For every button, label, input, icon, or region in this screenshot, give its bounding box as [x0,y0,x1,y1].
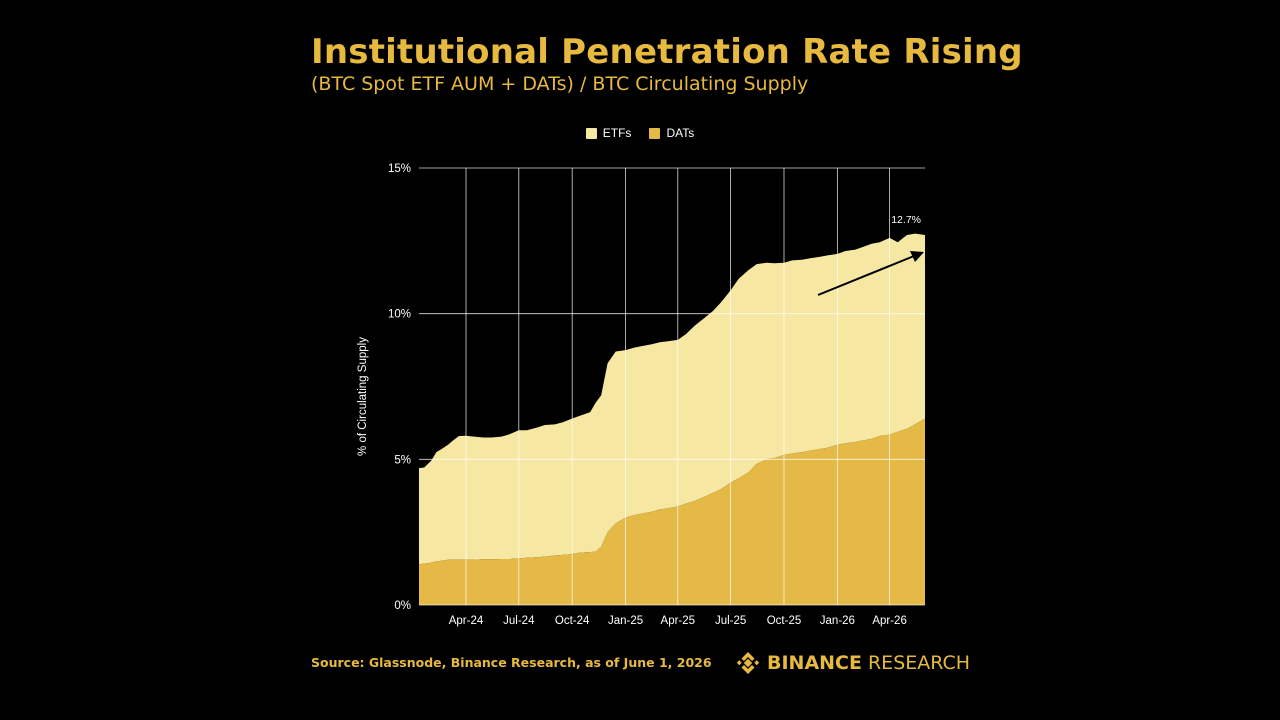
legend-swatch-etfs [585,127,597,139]
y-tick-label: 5% [394,454,411,466]
legend: ETFs DATs [0,126,1280,140]
x-tick-label: Oct-24 [555,615,590,627]
x-tick-label: Apr-24 [449,615,484,627]
x-tick-label: Jul-24 [503,615,535,627]
legend-label-etfs: ETFs [602,126,632,140]
dat-area [419,418,925,605]
legend-swatch-dats [649,127,661,139]
y-tick-label: 15% [388,163,411,175]
legend-label-dats: DATs [666,126,695,140]
source-note: Source: Glassnode, Binance Research, as … [311,655,712,670]
brand-suffix: RESEARCH [867,652,971,674]
binance-research-logo: BINANCE RESEARCH [735,650,970,676]
brand-name: BINANCE [767,652,862,674]
x-tick-label: Apr-26 [872,615,907,627]
binance-diamond-icon [736,652,760,674]
etf-area [419,233,925,565]
y-tick-label: 0% [394,600,411,612]
x-tick-label: Oct-25 [767,615,802,627]
y-tick-label: 10% [388,309,411,321]
x-tick-label: Jan-25 [608,615,643,627]
x-tick-label: Jul-25 [715,615,746,627]
x-tick-label: Apr-25 [661,615,696,627]
trend-arrowhead [910,251,924,262]
trend-arrow-line [817,255,915,296]
chart-title: Institutional Penetration Rate Rising [311,32,1023,72]
legend-item-etfs: ETFs [585,126,632,140]
legend-item-dats: DATs [649,126,694,140]
y-axis-label: % of Circulating Supply [357,337,369,456]
chart-subtitle: (BTC Spot ETF AUM + DATs) / BTC Circulat… [311,73,809,95]
annotation-label: 12.7% [891,214,921,226]
x-tick-label: Jan-26 [820,615,855,627]
